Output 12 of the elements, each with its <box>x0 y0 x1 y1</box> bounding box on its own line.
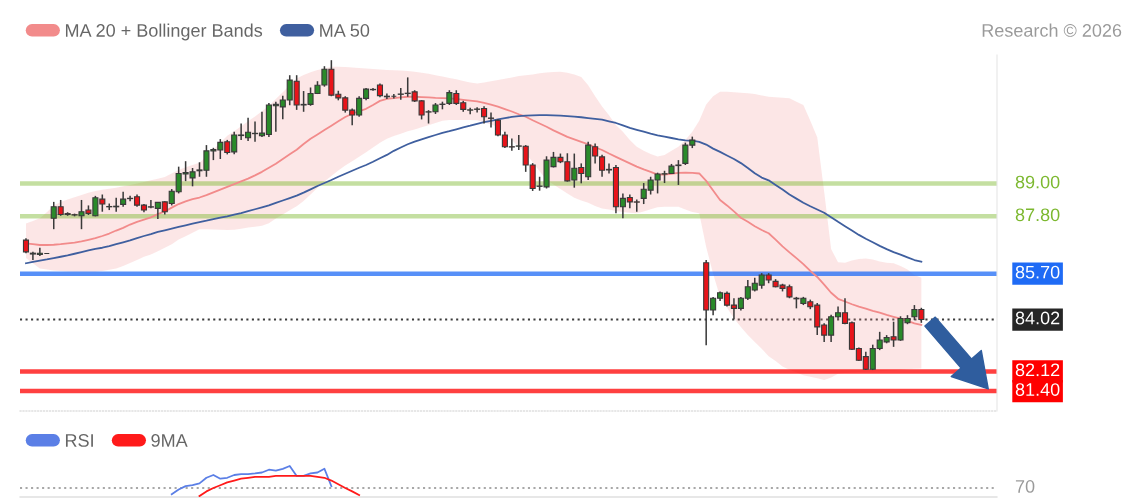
legend-label: 9MA <box>151 434 188 447</box>
y-tick-label: 84.02 <box>1015 311 1060 325</box>
text: 70 <box>1015 480 1035 493</box>
y-tick-label: 85.70 <box>1015 265 1060 279</box>
legend-label: MA 20 + Bollinger Bands <box>65 23 263 41</box>
y-tick-label: 82.12 <box>1015 363 1060 377</box>
legend-label: MA 50 <box>320 24 370 37</box>
text: Research © 2026 <box>982 23 1122 37</box>
y-tick-label: 81.40 <box>1015 383 1060 396</box>
y-tick-label: 87.80 <box>1015 208 1060 222</box>
legend-label: RSI <box>65 434 93 447</box>
y-tick-label: 89.00 <box>1015 175 1060 189</box>
